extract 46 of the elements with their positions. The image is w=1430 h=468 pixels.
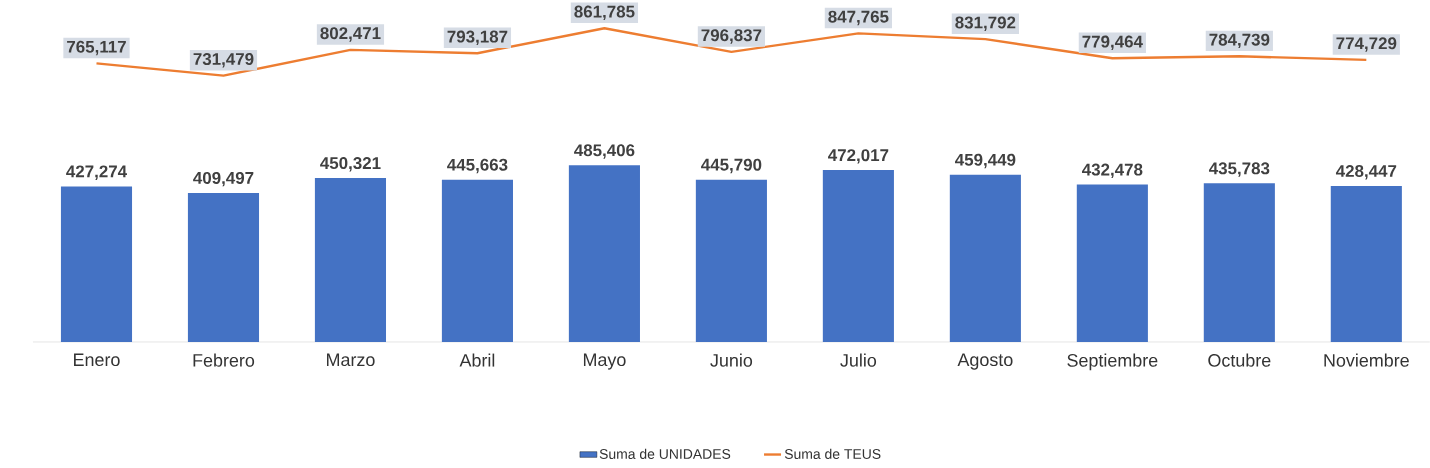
bar [441, 179, 513, 342]
bar [822, 170, 894, 342]
data-label: 450,321 [320, 157, 381, 172]
bar [568, 165, 640, 342]
data-label: 428,447 [1335, 165, 1397, 180]
bar [60, 186, 133, 342]
legend-label: Suma de TEUS [784, 448, 881, 459]
data-label: 847,765 [828, 10, 889, 26]
x-tick-label: Enero [74, 353, 120, 367]
data-label: 793,187 [447, 30, 508, 46]
x-tick-label: Agosto [957, 353, 1013, 370]
data-label: 432,478 [1082, 163, 1143, 179]
bar [949, 174, 1021, 342]
data-label: 445,790 [701, 158, 762, 174]
x-tick-label: Marzo [327, 353, 375, 367]
bar [1330, 186, 1402, 342]
data-label: 485,406 [574, 144, 635, 159]
data-label: 445,663 [447, 158, 508, 174]
legend-label: Suma de UNIDADES [599, 448, 731, 459]
x-tick-label: Octubre [1208, 353, 1271, 367]
x-tick-label: Julio [840, 353, 877, 367]
bar [695, 179, 767, 342]
data-label: 796,837 [701, 29, 762, 44]
data-label: 779,464 [1082, 35, 1143, 51]
bar [187, 192, 260, 342]
data-label: 459,449 [955, 153, 1016, 169]
data-label: 831,792 [955, 16, 1016, 31]
x-tick-label: Septiembre [1067, 353, 1158, 371]
data-label: 409,497 [193, 171, 254, 187]
data-label: 427,274 [66, 165, 127, 180]
x-tick-label: Febrero [193, 353, 255, 367]
x-tick-label: Noviembre [1324, 353, 1409, 367]
data-label: 802,471 [320, 27, 381, 42]
data-label: 472,017 [828, 149, 889, 164]
bar [314, 178, 387, 342]
data-label: 774,729 [1336, 37, 1397, 52]
x-tick-label: Junio [710, 353, 753, 367]
data-label: 861,785 [574, 5, 635, 21]
data-label: 784,739 [1209, 33, 1270, 49]
data-label: 435,783 [1208, 162, 1270, 177]
x-tick-label: Mayo [583, 353, 626, 370]
x-tick-label: Abril [459, 353, 495, 367]
bar [1203, 183, 1275, 342]
data-label: 731,479 [193, 53, 254, 68]
bar [1076, 184, 1148, 342]
data-label: 765,117 [67, 40, 126, 56]
